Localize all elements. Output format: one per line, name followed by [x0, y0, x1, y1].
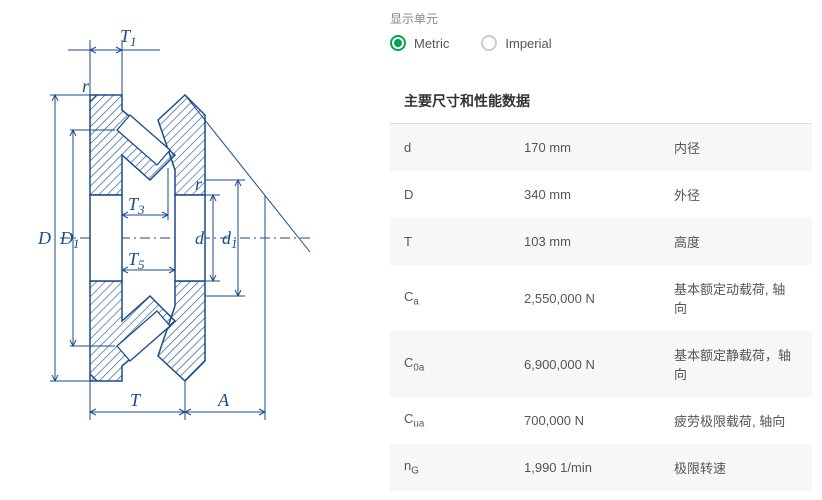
spec-row: Cua700,000 N疲劳极限载荷, 轴向 — [390, 397, 812, 444]
label-T1: T1 — [120, 26, 137, 49]
spec-symbol: T — [404, 234, 524, 249]
spec-panel: 显示单元 Metric Imperial 主要尺寸和性能数据 d170 mm内径… — [370, 0, 822, 500]
spec-symbol: D — [404, 187, 524, 202]
label-d: d — [195, 228, 205, 248]
radio-circle-icon — [390, 35, 406, 51]
spec-desc: 内径 — [674, 138, 798, 157]
radio-circle-icon — [481, 35, 497, 51]
spec-row: T103 mm高度 — [390, 218, 812, 265]
spec-desc: 基本额定动载荷, 轴向 — [674, 279, 798, 317]
spec-symbol: nG — [404, 458, 524, 477]
spec-symbol: Ca — [404, 289, 524, 308]
diagram-panel: r r T1 T3 T5 D D1 d — [0, 0, 370, 500]
spec-value: 170 mm — [524, 140, 674, 155]
spec-desc: 极限转速 — [674, 458, 798, 477]
spec-symbol: C0a — [404, 355, 524, 374]
bearing-diagram: r r T1 T3 T5 D D1 d — [10, 20, 350, 440]
spec-symbol: Cua — [404, 411, 524, 430]
spec-desc: 高度 — [674, 232, 798, 251]
spec-desc: 外径 — [674, 185, 798, 204]
label-d1: d1 — [222, 228, 238, 251]
radio-metric-label: Metric — [414, 36, 449, 51]
spec-row: D340 mm外径 — [390, 171, 812, 218]
label-D: D — [37, 228, 51, 248]
spec-value: 700,000 N — [524, 413, 674, 428]
label-A: A — [217, 390, 230, 410]
spec-value: 103 mm — [524, 234, 674, 249]
radio-imperial-label: Imperial — [505, 36, 551, 51]
spec-value: 1,990 1/min — [524, 460, 674, 475]
label-T5: T5 — [128, 249, 145, 272]
label-T: T — [130, 390, 142, 410]
spec-value: 6,900,000 N — [524, 357, 674, 372]
section-title: 主要尺寸和性能数据 — [390, 79, 812, 124]
unit-radio-group: Metric Imperial — [390, 35, 812, 51]
label-r1: r — [82, 76, 90, 96]
label-r2: r — [195, 174, 203, 194]
spec-desc: 疲劳极限载荷, 轴向 — [674, 411, 798, 430]
spec-row: d170 mm内径 — [390, 124, 812, 171]
label-T3: T3 — [128, 194, 145, 217]
unit-label: 显示单元 — [390, 10, 812, 27]
spec-row: Ca2,550,000 N基本额定动载荷, 轴向 — [390, 265, 812, 331]
spec-desc: 基本额定静载荷，轴向 — [674, 345, 798, 383]
spec-row: nG1,990 1/min极限转速 — [390, 444, 812, 491]
spec-value: 2,550,000 N — [524, 291, 674, 306]
radio-metric[interactable]: Metric — [390, 35, 449, 51]
spec-symbol: d — [404, 140, 524, 155]
spec-table: d170 mm内径D340 mm外径T103 mm高度Ca2,550,000 N… — [390, 124, 812, 491]
spec-value: 340 mm — [524, 187, 674, 202]
label-D1: D1 — [59, 228, 80, 251]
radio-imperial[interactable]: Imperial — [481, 35, 551, 51]
spec-row: C0a6,900,000 N基本额定静载荷，轴向 — [390, 331, 812, 397]
